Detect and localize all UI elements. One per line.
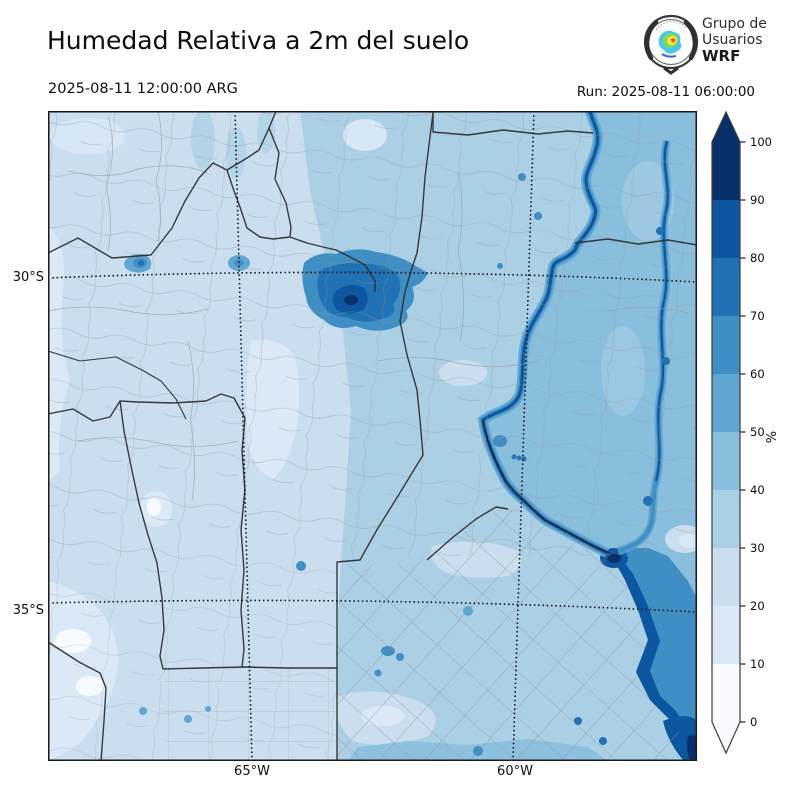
colorbar-segment [712, 200, 740, 258]
colorbar-segment [712, 432, 740, 490]
colorbar-tick-label: 90 [750, 193, 765, 207]
province-boundaries [48, 111, 697, 761]
gridline-35s [48, 599, 697, 613]
graticule [48, 111, 697, 761]
run-time-label: Run: 2025-08-11 06:00:00 [576, 84, 755, 100]
colorbar-segment [712, 548, 740, 606]
colorbar-tick-label: 40 [750, 483, 765, 497]
colorbar-segment [712, 606, 740, 664]
colorbar-tick-label: 50 [750, 425, 765, 439]
lon-tick-60w: 60°W [497, 764, 533, 779]
valid-time-label: 2025-08-11 12:00:00 ARG [48, 81, 238, 97]
department-boundaries [48, 111, 697, 761]
colorbar-tick-label: 70 [750, 309, 765, 323]
globe-emblem-icon [643, 14, 699, 75]
logo-line2: Usuarios [702, 32, 763, 48]
wrf-users-group-logo: Grupo de Usuarios WRF [642, 10, 792, 76]
gridline-65w [234, 111, 253, 761]
humidity-map [48, 111, 697, 761]
colorbar-segment [712, 490, 740, 548]
colorbar-segment [712, 258, 740, 316]
gridline-30s [48, 271, 697, 283]
colorbar-tick-label: 60 [750, 367, 765, 381]
colorbar-tick-label: 20 [750, 599, 765, 613]
lat-tick-35s: 35°S [12, 603, 44, 618]
colorbar-tick-label: 30 [750, 541, 765, 555]
colorbar-tick-label: 100 [750, 135, 772, 149]
colorbar-outline [711, 110, 741, 755]
logo-line3: WRF [702, 47, 741, 65]
colorbar-segment [712, 374, 740, 432]
colorbar-segment [712, 142, 740, 200]
lon-tick-65w: 65°W [234, 764, 270, 779]
colorbar-tick-label: 10 [750, 657, 765, 671]
colorbar-segment [712, 664, 740, 722]
axes-frame [48, 111, 697, 761]
buenos-aires-partido-mesh [337, 509, 697, 761]
colorbar-unit-label: % [765, 431, 780, 443]
lat-tick-30s: 30°S [12, 270, 44, 285]
colorbar-tick-label: 0 [750, 715, 757, 729]
map-canvas [48, 111, 697, 761]
logo-text: Grupo de Usuarios WRF [702, 16, 767, 64]
colorbar-segment [712, 316, 740, 374]
gridline-60w [512, 111, 535, 761]
colorbar-tick-label: 80 [750, 251, 765, 265]
logo-line1: Grupo de [702, 16, 767, 32]
page-title: Humedad Relativa a 2m del suelo [47, 26, 470, 55]
